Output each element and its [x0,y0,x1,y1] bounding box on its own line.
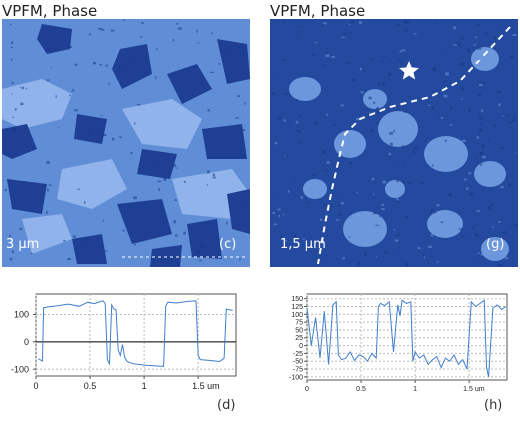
panel-tag-g: (g) [486,237,505,252]
pfm-c-light-domains [2,79,250,254]
x-tick-label: 0.5 [356,386,366,392]
profile-chart-d: 0 0.5 1 1.5 um 100 0 -100 [0,286,250,392]
plot-frame [306,293,508,381]
profile-series-line-0 [37,300,233,367]
y-tick-label: -100 [11,364,29,374]
texture-speckle [272,21,517,263]
y-tick-label: 50 [295,327,303,334]
plot-frame [35,293,237,377]
star-icon [399,61,419,80]
pfm-g-profile-line [317,26,511,265]
y-tick-label: 100 [291,312,303,319]
x-tick-label: 1 [142,381,147,391]
texture-speckle [270,20,518,267]
x-tick-label: 1.5 um [463,386,485,392]
x-tick-label: 1 [413,386,417,392]
x-tick-label: 1.5 um [192,381,220,391]
texture-speckle [4,19,246,263]
panel-c-title: VPFM, Phase [2,2,98,20]
pfm-map-c [2,19,250,267]
x-tick-label: 0 [33,381,38,391]
pfm-image-g [270,19,518,267]
y-tick-label: -100 [289,374,303,381]
profile-chart-h: 0 0.5 1 1.5 um 150 125 100 75 50 25 0 -25 -50 -75 -100 [285,286,515,393]
panel-tag-d: (d) [217,398,236,413]
y-tick-label: 100 [14,310,29,320]
x-tick-label: 0.5 [84,381,97,391]
panel-tag-c: (c) [219,237,237,252]
pfm-image-c [2,19,250,267]
x-tick-label: 0 [305,386,309,392]
chart-d-svg: 0 0.5 1 1.5 um 100 0 -100 [11,293,237,391]
panel-tag-h: (h) [484,398,503,413]
profile-series-line-0 [306,299,507,378]
y-tick-label: 0 [299,343,303,350]
pfm-c-dark-domains [2,24,250,267]
y-tick-label: 0 [24,337,29,347]
pfm-map-g [270,19,518,267]
scale-label-g: 1,5 µm [280,237,326,252]
scale-label-c: 3 µm [6,237,40,252]
y-tick-label: 75 [295,320,303,327]
y-tick-label: -50 [293,359,303,366]
y-tick-label: 150 [291,296,303,303]
y-tick-label: -25 [293,351,303,358]
pfm-g-light-domains [289,47,509,261]
y-tick-label: -75 [293,367,303,374]
y-tick-label: 125 [291,304,303,311]
panel-g-title: VPFM, Phase [270,2,366,20]
y-tick-label: 25 [295,335,303,342]
